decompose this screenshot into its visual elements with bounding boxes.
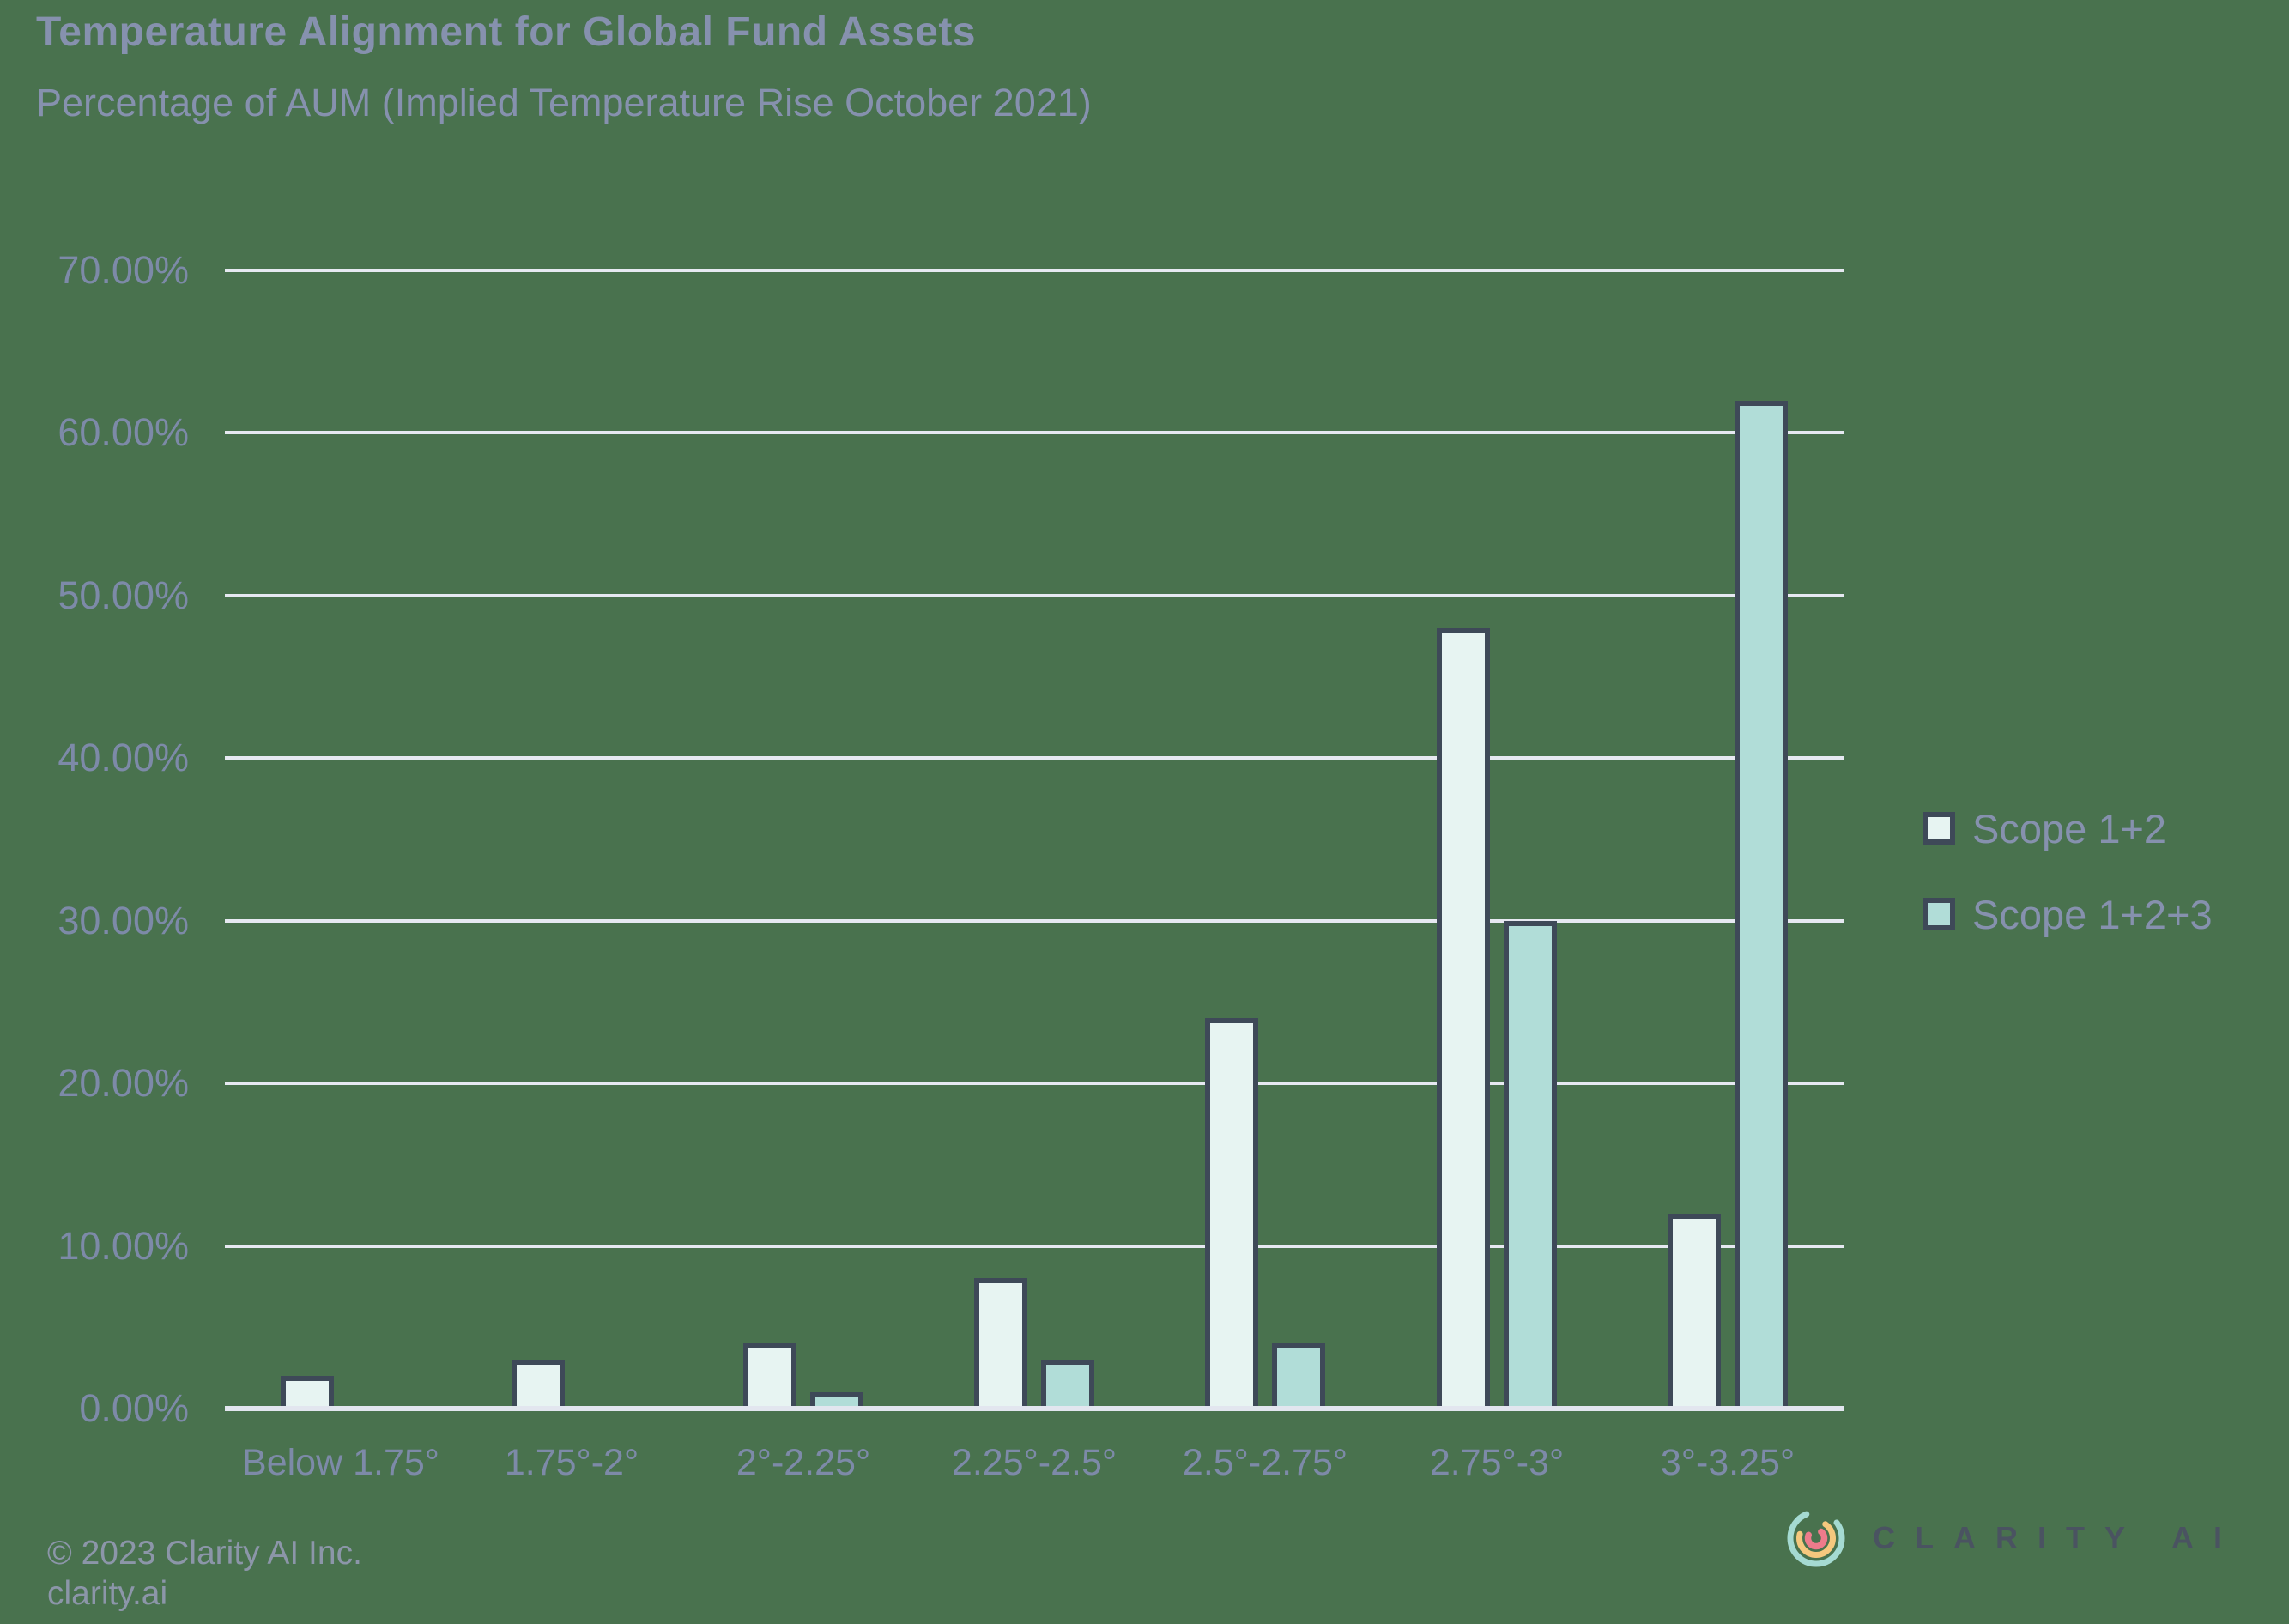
gridline	[225, 1245, 1844, 1248]
x-axis-label: 2.25°-2.5°	[951, 1442, 1117, 1483]
legend-label: Scope 1+2	[1972, 805, 2167, 851]
gridline	[225, 269, 1844, 272]
bar-scope-1-2	[1668, 1214, 1721, 1409]
bar-scope-1-2	[1205, 1018, 1258, 1409]
legend-label: Scope 1+2+3	[1972, 891, 2213, 937]
footer: © 2023 Clarity AI Inc. clarity.ai	[47, 1533, 362, 1614]
y-axis-label: 20.00%	[58, 1061, 189, 1105]
legend-item-scope-1-2-3: Scope 1+2+3	[1923, 887, 2213, 942]
legend-item-scope-1-2: Scope 1+2	[1923, 801, 2213, 856]
bar-scope-1-2	[281, 1376, 334, 1409]
gridline	[225, 919, 1844, 923]
bar-scope-1-2-3	[810, 1392, 863, 1409]
gridline	[225, 431, 1844, 434]
y-axis-label: 30.00%	[58, 899, 189, 942]
clarity-ai-logo: CLARITY AI	[1785, 1504, 2242, 1572]
bar-scope-1-2	[512, 1360, 565, 1409]
clarity-arcs-icon	[1787, 1509, 1845, 1567]
x-axis-label: 2°-2.25°	[736, 1442, 871, 1483]
gridline	[225, 1406, 1844, 1411]
logo-wordmark: CLARITY AI	[1873, 1520, 2243, 1555]
y-axis-label: 0.00%	[79, 1386, 189, 1430]
website-text: clarity.ai	[47, 1575, 168, 1612]
x-axis-label: Below 1.75°	[242, 1442, 439, 1483]
bar-scope-1-2-3	[1272, 1343, 1325, 1409]
gridline	[225, 594, 1844, 597]
bar-scope-1-2	[1437, 628, 1490, 1409]
y-axis-label: 50.00%	[58, 573, 189, 617]
legend-swatch-scope-1-2	[1923, 812, 1955, 845]
bar-scope-1-2-3	[1041, 1360, 1094, 1409]
y-axis-label: 10.00%	[58, 1224, 189, 1268]
bar-scope-1-2-3	[1504, 921, 1557, 1409]
page-title: Temperature Alignment for Global Fund As…	[36, 9, 977, 55]
x-axis-label: 1.75°-2°	[504, 1442, 639, 1483]
x-axis-label: 3°-3.25°	[1660, 1442, 1795, 1483]
y-axis-label: 70.00%	[58, 248, 189, 292]
page-subtitle: Percentage of AUM (Implied Temperature R…	[36, 81, 1092, 124]
bar-scope-1-2	[743, 1343, 796, 1409]
bar-scope-1-2	[974, 1278, 1027, 1409]
x-axis-label: 2.75°-3°	[1429, 1442, 1565, 1483]
y-axis-label: 60.00%	[58, 410, 189, 454]
copyright-text: © 2023 Clarity AI Inc.	[47, 1535, 362, 1572]
chart-legend: Scope 1+2 Scope 1+2+3	[1923, 801, 2213, 973]
gridline	[225, 1082, 1844, 1085]
bar-scope-1-2-3	[1735, 401, 1788, 1409]
gridline	[225, 756, 1844, 760]
y-axis-label: 40.00%	[58, 736, 189, 779]
legend-swatch-scope-1-2-3	[1923, 898, 1955, 930]
x-axis-label: 2.5°-2.75°	[1182, 1442, 1348, 1483]
